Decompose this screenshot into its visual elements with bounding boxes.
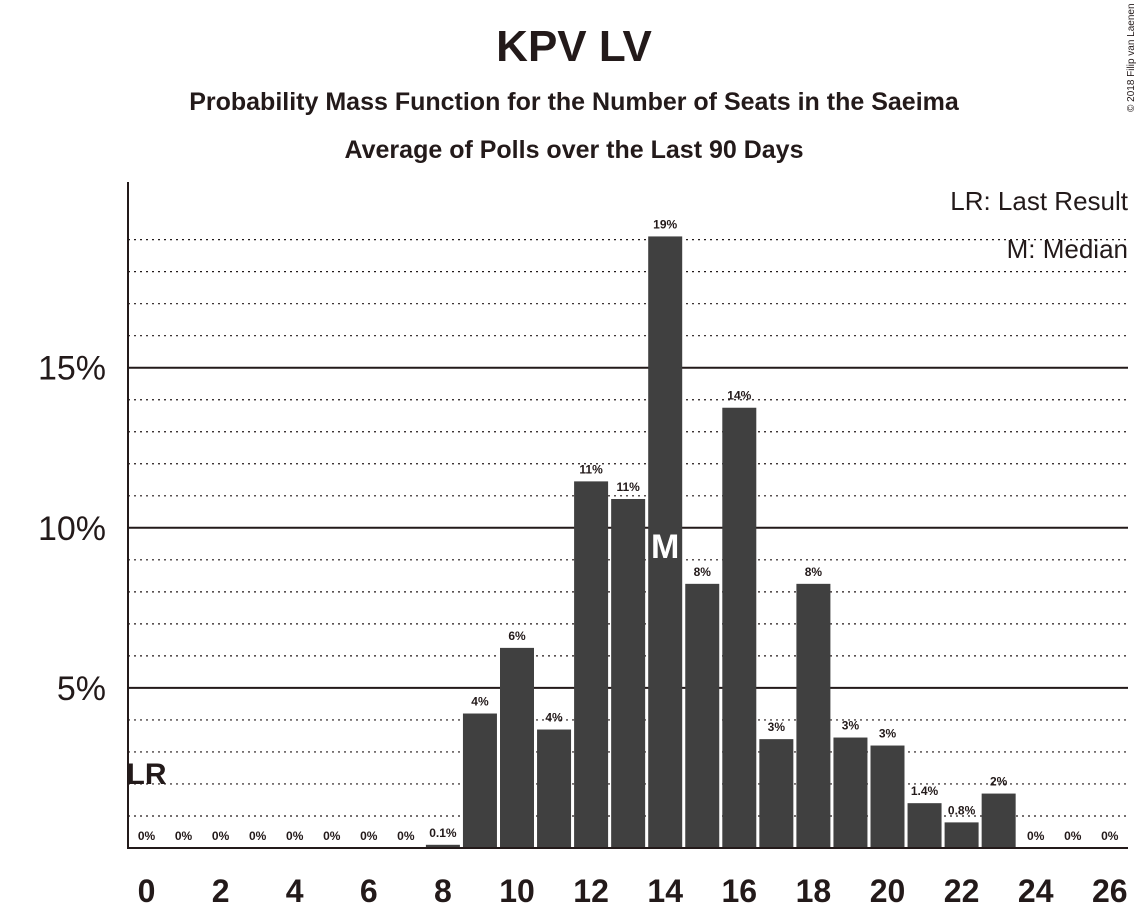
last-result-marker: LR bbox=[127, 758, 167, 791]
y-tick-label: 10% bbox=[38, 510, 106, 548]
bar-value-label: 1.4% bbox=[911, 784, 939, 798]
bar-value-label: 0.1% bbox=[429, 826, 457, 840]
bar bbox=[722, 407, 757, 848]
bar bbox=[537, 729, 572, 848]
bar-value-label: 0% bbox=[286, 829, 304, 843]
bar-value-label: 11% bbox=[616, 480, 640, 494]
bar-value-label: 2% bbox=[990, 775, 1008, 789]
x-tick-label: 10 bbox=[499, 873, 535, 909]
bar bbox=[796, 583, 831, 848]
bar-value-label: 0.8% bbox=[948, 803, 976, 817]
bar-value-label: 8% bbox=[694, 565, 712, 579]
bar-value-label: 0% bbox=[397, 829, 415, 843]
x-tick-label: 18 bbox=[796, 873, 832, 909]
bar bbox=[500, 647, 534, 848]
bar-value-label: 0% bbox=[1027, 829, 1045, 843]
bar-value-label: 0% bbox=[212, 829, 230, 843]
chart-subtitle-2: Average of Polls over the Last 90 Days bbox=[344, 136, 804, 164]
x-tick-label: 24 bbox=[1018, 873, 1054, 909]
x-tick-label: 22 bbox=[944, 873, 980, 909]
bar-value-label: 3% bbox=[842, 719, 860, 733]
x-tick-label: 6 bbox=[360, 873, 378, 909]
bar-value-label: 3% bbox=[768, 720, 786, 734]
bar bbox=[648, 236, 683, 849]
y-tick-label: 15% bbox=[38, 350, 106, 388]
legend-median: M: Median bbox=[1007, 234, 1128, 264]
bar bbox=[944, 822, 979, 848]
x-tick-label: 16 bbox=[722, 873, 758, 909]
bar-value-label: 19% bbox=[653, 217, 677, 231]
bar-value-label: 4% bbox=[545, 711, 563, 725]
x-tick-label: 2 bbox=[212, 873, 230, 909]
bar-value-label: 14% bbox=[727, 389, 751, 403]
legend-last-result: LR: Last Result bbox=[950, 186, 1129, 216]
bar bbox=[981, 793, 1016, 848]
x-tick-label: 4 bbox=[286, 873, 304, 909]
bar-value-label: 0% bbox=[360, 829, 378, 843]
y-tick-label: 5% bbox=[57, 670, 106, 708]
bar-value-label: 0% bbox=[175, 829, 193, 843]
bar bbox=[759, 739, 794, 848]
x-tick-label: 8 bbox=[434, 873, 452, 909]
bar bbox=[425, 844, 460, 848]
bar-value-label: 0% bbox=[249, 829, 267, 843]
bar-value-label: 0% bbox=[323, 829, 341, 843]
bar bbox=[462, 713, 497, 848]
chart-subtitle: Probability Mass Function for the Number… bbox=[189, 88, 959, 116]
bar bbox=[611, 498, 646, 848]
x-tick-label: 0 bbox=[138, 873, 156, 909]
bar bbox=[870, 745, 905, 848]
bar-value-label: 6% bbox=[508, 629, 526, 643]
median-marker: M bbox=[651, 528, 679, 566]
bar bbox=[685, 583, 720, 848]
chart-title: KPV LV bbox=[496, 22, 652, 71]
x-tick-label: 26 bbox=[1092, 873, 1128, 909]
bar-value-label: 0% bbox=[1064, 829, 1082, 843]
bar-value-label: 8% bbox=[805, 565, 823, 579]
bar-value-label: 11% bbox=[579, 462, 603, 476]
x-tick-label: 12 bbox=[573, 873, 609, 909]
bar bbox=[574, 481, 609, 848]
bar bbox=[833, 737, 868, 848]
bar-value-label: 0% bbox=[1101, 829, 1119, 843]
x-tick-label: 20 bbox=[870, 873, 906, 909]
x-tick-label: 14 bbox=[647, 873, 683, 909]
bar bbox=[907, 803, 942, 848]
bar-value-label: 0% bbox=[138, 829, 156, 843]
bar-value-label: 3% bbox=[879, 727, 897, 741]
bar-value-label: 4% bbox=[471, 695, 489, 709]
